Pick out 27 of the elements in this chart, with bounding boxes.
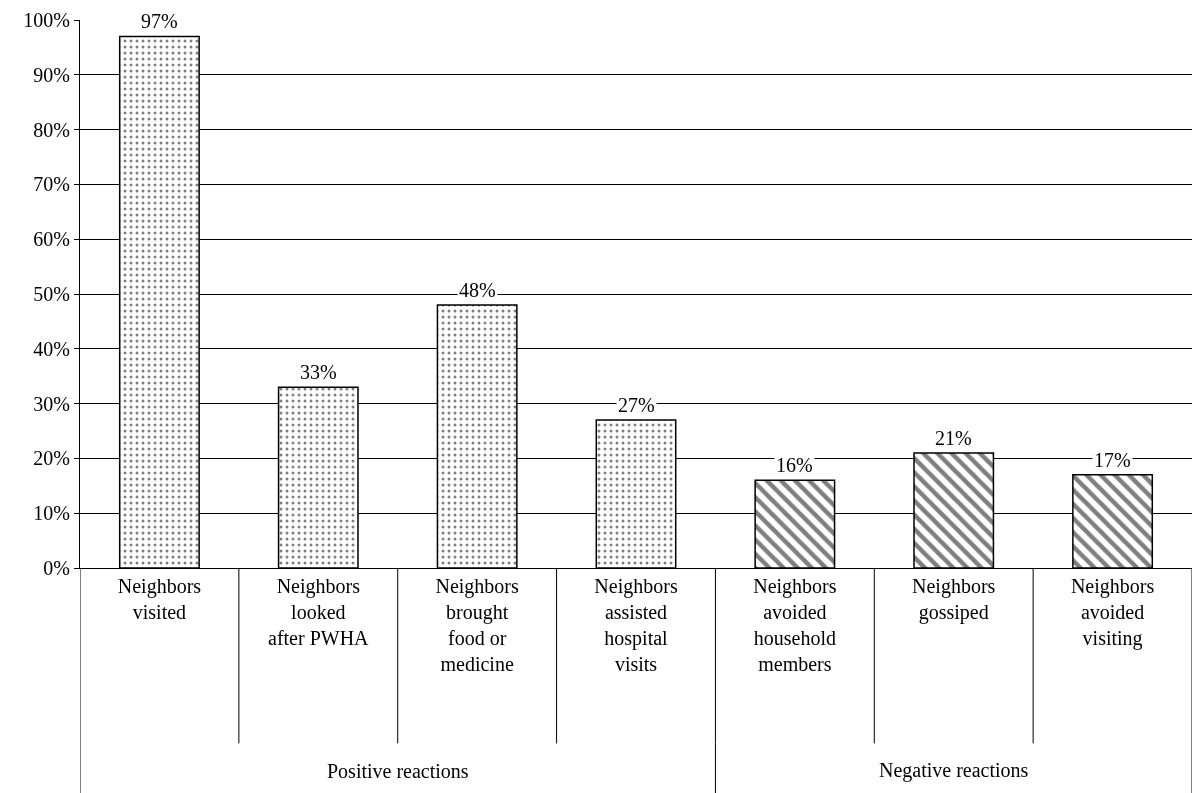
text: Negative reactions	[879, 759, 1029, 782]
y-tick-label: 80%	[33, 118, 70, 141]
x-tick-label: Neighbors avoided household members	[753, 575, 837, 675]
y-tick-label: 50%	[33, 283, 70, 305]
data-label: 17%	[1094, 449, 1131, 471]
data-label: 16%	[776, 454, 813, 476]
x-tick-label: Neighbors looked after PWHA	[268, 575, 370, 649]
y-tick-label: 60%	[33, 228, 70, 251]
data-label: 48%	[459, 279, 496, 301]
data-label: 97%	[141, 10, 178, 32]
x-tick-label: Neighbors brought food or medicine	[435, 575, 520, 675]
data-label: 21%	[935, 427, 972, 449]
y-tick-label: 0%	[43, 557, 70, 579]
data-label: 27%	[618, 394, 655, 416]
y-tick-label: 30%	[33, 392, 70, 415]
y-tick-label: 70%	[33, 173, 70, 196]
y-tick-label: 10%	[33, 502, 70, 525]
data-label: 33%	[300, 361, 337, 383]
x-tick-label: Neighbors gossiped	[912, 575, 996, 624]
y-tick-label: 20%	[33, 447, 70, 470]
y-tick-label: 90%	[33, 63, 70, 86]
y-tick-label: 100%	[23, 9, 70, 31]
x-tick-label: Neighbors visited	[117, 575, 202, 623]
x-tick-label: Neighbors assisted hospital visits	[594, 575, 678, 675]
y-tick-label: 40%	[33, 337, 70, 360]
text: Positive reactions	[327, 760, 469, 782]
x-tick-label: Neighbors avoided visiting	[1070, 575, 1155, 650]
